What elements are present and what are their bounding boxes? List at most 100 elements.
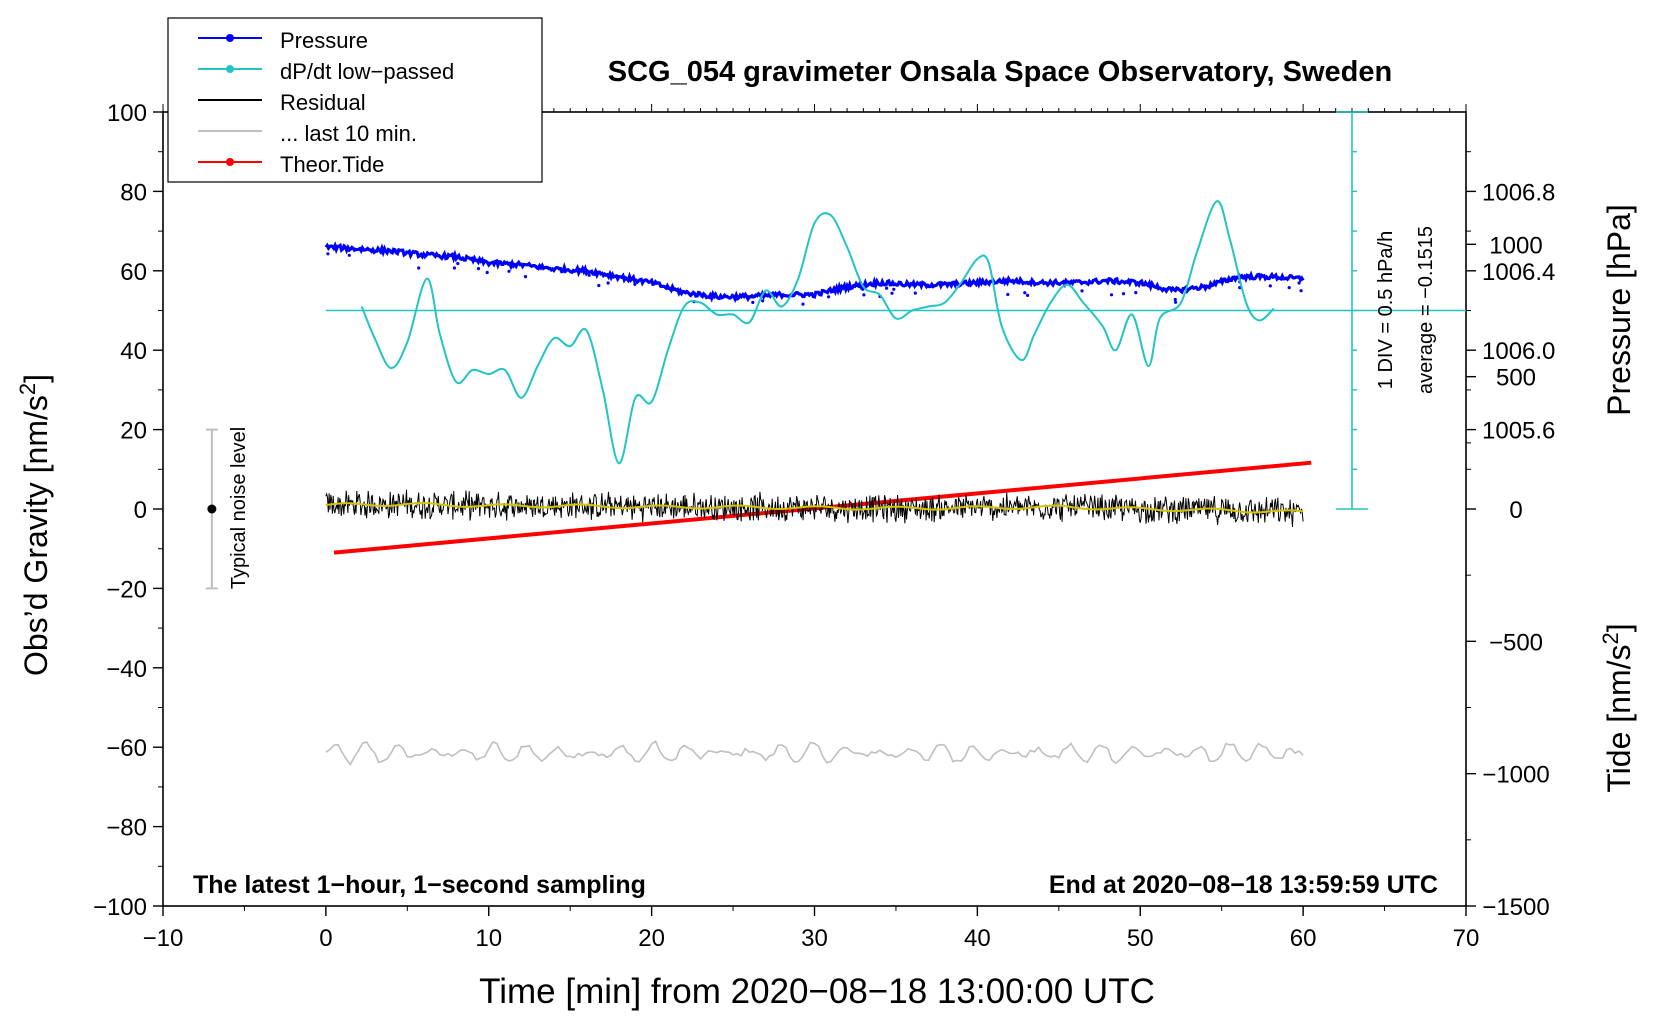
y-tick-label: 80	[120, 179, 147, 206]
series-pressure-point	[606, 281, 610, 285]
series-pressure-point	[801, 302, 805, 306]
legend-label-residual: Residual	[280, 90, 366, 115]
y-axis-label-text: Obs’d Gravity [nm/s	[18, 395, 54, 676]
y3-axis-label-sup: 2	[1598, 632, 1623, 644]
x-tick-label: 20	[638, 925, 665, 952]
series-pressure-point	[417, 266, 421, 270]
series-pressure-point	[827, 295, 831, 299]
x-tick-label: 0	[319, 925, 332, 952]
x-tick-label: −10	[143, 925, 184, 952]
series-pressure-point	[892, 287, 896, 291]
x-axis-label: Time [min] from 2020−08−18 13:00:00 UTC	[479, 972, 1155, 1011]
series-pressure-point	[1297, 281, 1301, 285]
series-dpdt-line	[360, 200, 1275, 465]
x-tick-label: 70	[1453, 925, 1480, 952]
y-axis-label-tail: ]	[18, 374, 54, 383]
pressure-tick-label: 1006.0	[1482, 338, 1555, 365]
series-residual-mean-line	[325, 501, 1304, 514]
annotation-layer	[205, 111, 1466, 590]
series-pressure-point	[485, 270, 489, 275]
y-tick-label: −100	[93, 894, 147, 921]
series-last10-line	[325, 740, 1304, 766]
series-pressure-point	[523, 275, 528, 279]
legend-label-pressure: Pressure	[280, 28, 368, 53]
legend-label-dpdt: dP/dt low−passed	[280, 59, 454, 84]
x-tick-label: 10	[475, 925, 502, 952]
series-pressure-point	[456, 261, 460, 266]
legend-swatch-marker	[226, 34, 234, 42]
series-pressure-point	[1026, 293, 1030, 297]
y-tick-label: 100	[107, 100, 147, 127]
series-pressure-point	[1121, 292, 1126, 296]
series-pressure-point	[347, 253, 351, 257]
end-time-annotation: End at 2020−08−18 13:59:59 UTC	[1049, 871, 1438, 899]
series-layer	[324, 200, 1312, 766]
series-pressure-point	[326, 252, 330, 256]
legend: Pressure dP/dt low−passed Residual ... l…	[167, 17, 543, 183]
y-tick-label: −20	[106, 576, 147, 603]
series-pressure-point	[1238, 286, 1242, 290]
series-pressure-point	[890, 291, 894, 295]
y-tick-label: 40	[120, 338, 147, 365]
y3-axis-label: Tide [nm/s2]	[1598, 623, 1637, 792]
y3-axis-label-tail: ]	[1601, 623, 1637, 632]
series-pressure-point	[1174, 300, 1178, 304]
y-tick-label: −60	[106, 735, 147, 762]
tide-tick-label: −1500	[1482, 894, 1549, 921]
tide-tick-label: 500	[1496, 365, 1536, 392]
y-tick-label: −40	[106, 656, 147, 683]
series-pressure-point	[1287, 286, 1291, 290]
series-pressure-point	[761, 299, 765, 303]
pressure-tick-label: 1006.8	[1482, 179, 1555, 206]
series-pressure-point	[476, 267, 481, 271]
series-pressure-point	[913, 291, 917, 295]
pressure-tick-label: 1005.6	[1482, 418, 1555, 445]
series-pressure-point	[1299, 289, 1303, 293]
y-tick-label: 60	[120, 259, 147, 286]
tide-tick-label: 0	[1509, 497, 1522, 524]
series-pressure-point	[1023, 291, 1027, 295]
series-pressure-point	[597, 283, 601, 288]
chart-title: SCG_054 gravimeter Onsala Space Observat…	[608, 56, 1392, 88]
tide-tick-label: 1000	[1489, 232, 1542, 259]
series-pressure-point	[452, 266, 456, 270]
tide-tick-label: −500	[1489, 629, 1543, 656]
legend-label-last10: ... last 10 min.	[280, 121, 417, 146]
series-pressure-point	[633, 282, 637, 286]
series-pressure-point	[1006, 292, 1010, 297]
series-pressure-point	[885, 286, 889, 290]
series-pressure-point	[1134, 291, 1138, 295]
axes-layer: −10 0 10 20 30 40 50 60 70100806040200−20−40−60−…	[93, 100, 1555, 952]
series-pressure-point	[751, 300, 755, 304]
x-tick-label: 40	[964, 925, 991, 952]
x-tick-label: 60	[1290, 925, 1317, 952]
tide-tick-label: −1000	[1482, 762, 1549, 789]
series-pressure-point	[862, 293, 866, 297]
series-pressure-point	[1173, 297, 1177, 302]
y-axis-label-sup: 2	[15, 383, 40, 395]
legend-label-tide: Theor.Tide	[280, 152, 384, 177]
sampling-annotation: The latest 1−hour, 1−second sampling	[193, 871, 646, 899]
series-pressure-point	[1109, 293, 1114, 297]
series-pressure-point	[1268, 284, 1272, 288]
legend-swatch-marker	[226, 158, 234, 166]
series-pressure-point	[1080, 289, 1084, 293]
x-tick-label: 30	[801, 925, 828, 952]
pressure-tick-label: 1006.4	[1482, 259, 1555, 286]
series-pressure-line	[324, 241, 1305, 304]
x-tick-label: 50	[1127, 925, 1154, 952]
y2-axis-label: Pressure [hPa]	[1601, 204, 1637, 416]
y3-axis-label-text: Tide [nm/s	[1601, 644, 1637, 792]
div-scale-label: 1 DIV = 0.5 hPa/h	[1375, 231, 1397, 389]
y-tick-label: 0	[134, 497, 147, 524]
y-tick-label: 20	[120, 418, 147, 445]
noise-bar-center	[207, 504, 217, 514]
series-pressure-point	[507, 269, 511, 273]
series-pressure-point	[587, 273, 591, 277]
y-tick-label: −80	[106, 815, 147, 842]
legend-swatch-marker	[226, 65, 234, 73]
legend-swatches	[198, 34, 262, 166]
noise-level-label: Typical noise level	[228, 427, 250, 589]
average-label: average = −0.1515	[1415, 226, 1437, 394]
